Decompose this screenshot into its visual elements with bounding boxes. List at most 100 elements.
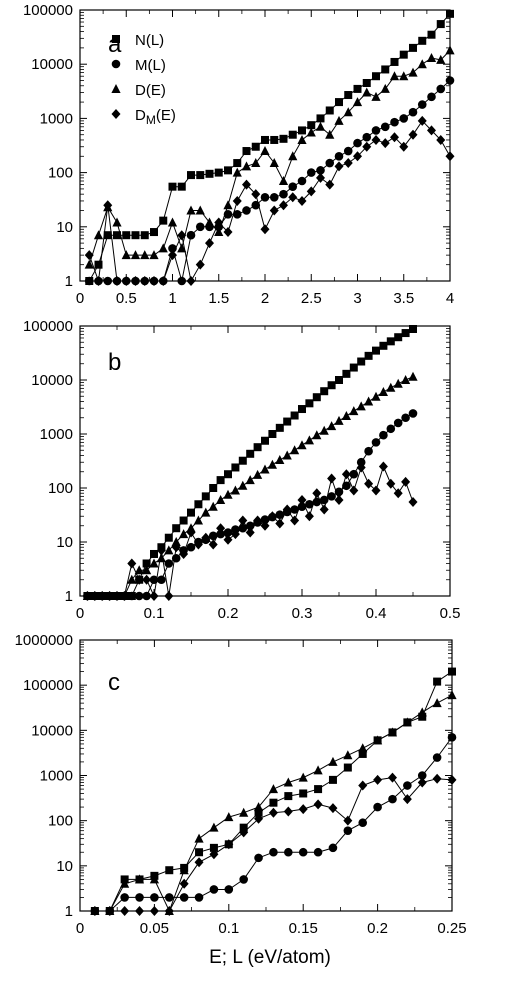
data-point [142, 559, 151, 568]
data-point [401, 329, 410, 338]
data-point [194, 857, 204, 868]
data-point [290, 515, 300, 526]
data-point [401, 413, 410, 423]
x-tick-label: 0.25 [437, 920, 466, 937]
plot-frame [79, 325, 451, 597]
data-point [159, 216, 168, 225]
data-point [390, 57, 399, 66]
data-point [447, 690, 457, 700]
data-point [245, 521, 255, 531]
data-point [260, 520, 270, 531]
x-tick-label: 0.4 [366, 605, 387, 622]
data-point [436, 54, 446, 64]
data-point [179, 893, 189, 902]
data-point [238, 515, 248, 526]
data-point [445, 45, 455, 55]
data-point [313, 765, 323, 775]
data-point [393, 378, 403, 388]
data-point [208, 531, 218, 541]
data-point [105, 906, 115, 916]
data-point [149, 591, 159, 601]
series-triangle [84, 45, 455, 269]
data-point [134, 874, 145, 884]
data-point [232, 195, 242, 206]
data-point [297, 195, 307, 206]
data-point [432, 773, 442, 784]
data-point [164, 533, 173, 542]
data-point [194, 500, 203, 509]
data-point [171, 537, 181, 546]
data-point [269, 798, 278, 807]
data-point [268, 784, 279, 794]
data-point [304, 435, 314, 445]
data-point [362, 78, 371, 87]
data-point [353, 151, 362, 162]
data-point [283, 806, 293, 817]
data-point [238, 480, 248, 490]
data-point [357, 357, 366, 366]
legend: N(L) M(L) D(E) DM(E) [111, 32, 176, 127]
data-point [304, 511, 314, 522]
data-point [446, 9, 454, 18]
data-point [408, 409, 418, 418]
data-point [209, 885, 219, 894]
data-point [179, 516, 188, 525]
data-point [168, 250, 177, 261]
data-point [372, 72, 380, 81]
data-point [131, 276, 140, 286]
data-point [187, 171, 195, 180]
data-point [408, 497, 418, 508]
data-point [356, 457, 366, 467]
data-point [343, 158, 353, 169]
data-point [386, 424, 396, 434]
legend-label: DM(E) [135, 107, 176, 127]
data-point [224, 470, 232, 479]
data-point [408, 67, 418, 77]
data-point [358, 780, 368, 791]
data-point [299, 789, 308, 798]
y-tick-label: 100000 [23, 677, 73, 694]
data-point [245, 475, 255, 485]
y-tick-label: 10000 [31, 56, 73, 73]
data-point [279, 200, 288, 211]
data-point [387, 727, 398, 737]
data-point [427, 30, 436, 39]
data-point [288, 182, 298, 191]
x-tick-label: 2 [261, 290, 269, 307]
y-tick-label: 1000 [40, 110, 73, 127]
data-point [307, 121, 316, 130]
data-point [283, 777, 293, 787]
data-point [290, 411, 299, 420]
data-point [254, 813, 264, 824]
data-point [193, 539, 203, 550]
data-point [186, 205, 196, 215]
data-point [130, 250, 141, 260]
data-point [205, 169, 214, 178]
data-point [417, 59, 427, 69]
data-point [208, 539, 218, 550]
data-point [105, 591, 115, 601]
data-point [186, 276, 196, 286]
data-point [436, 84, 446, 94]
data-point [233, 159, 242, 168]
data-point [204, 217, 215, 227]
data-point [279, 134, 288, 143]
data-point [223, 534, 233, 545]
data-point [371, 126, 381, 135]
y-tick-label: 1000 [40, 768, 73, 785]
x-tick-label: 3 [353, 290, 361, 307]
data-point [127, 591, 137, 601]
data-point [269, 847, 278, 857]
data-point [121, 276, 131, 286]
data-point [254, 808, 263, 817]
data-point [371, 391, 381, 401]
data-point [140, 276, 150, 286]
data-point [315, 121, 326, 131]
y-tick-label: 1000 [40, 426, 73, 443]
data-point [356, 462, 366, 473]
data-point [195, 848, 204, 857]
data-point [325, 158, 335, 168]
data-point [223, 227, 233, 238]
data-point [269, 158, 279, 168]
data-point [342, 481, 351, 491]
